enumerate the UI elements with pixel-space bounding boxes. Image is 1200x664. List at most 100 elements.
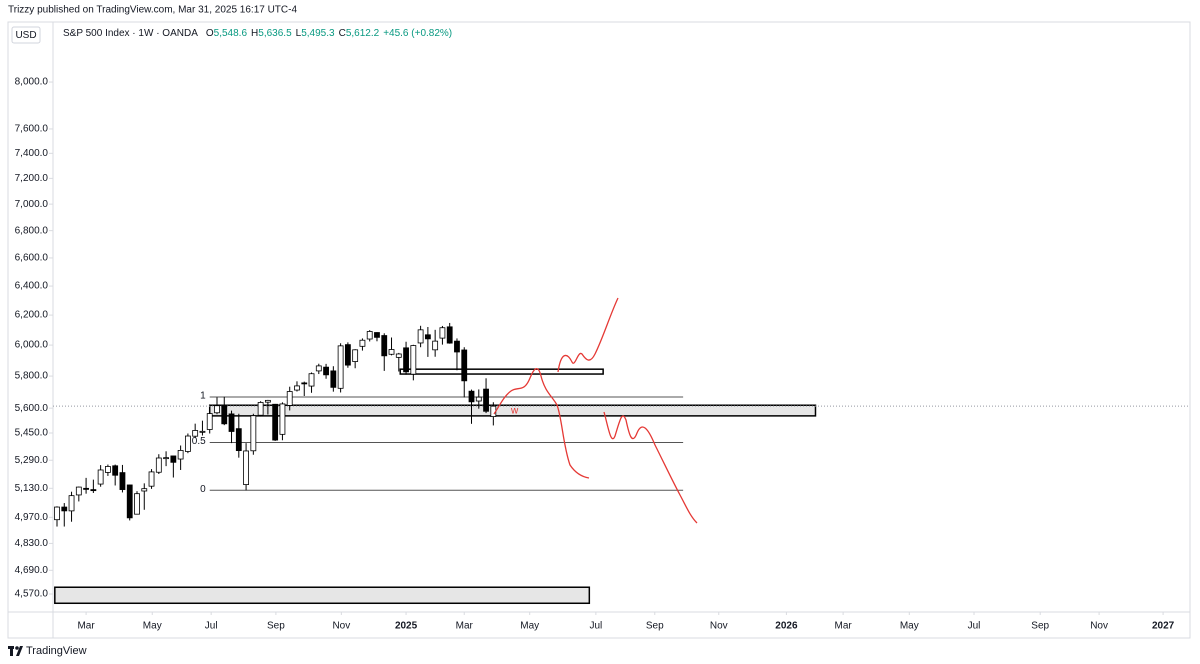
zone	[208, 404, 817, 417]
logo-part	[16, 646, 23, 656]
legend-value: 5,612.2	[346, 28, 380, 39]
candle-body	[75, 486, 82, 496]
x-tick-label: Nov	[332, 621, 350, 632]
y-tick-label: 6,800.0	[15, 225, 49, 236]
candle-body	[90, 489, 97, 492]
y-tick-label: 7,200.0	[15, 173, 49, 184]
y-tick-label: 4,830.0	[15, 538, 49, 549]
candle-body	[177, 450, 184, 460]
y-tick-label: 4,570.0	[15, 589, 49, 600]
candle-body	[119, 472, 126, 490]
candle-body	[366, 331, 373, 340]
fib-label: 0	[200, 484, 206, 495]
zone	[54, 586, 591, 605]
candle-body	[148, 471, 155, 487]
legend-value: 5,636.5	[258, 28, 292, 39]
candle-body	[272, 403, 279, 441]
x-tick-label: Mar	[456, 621, 474, 632]
candle-body	[388, 349, 395, 355]
y-tick-label: 4,970.0	[15, 512, 49, 523]
candle-body	[134, 493, 140, 515]
candle-body	[192, 430, 199, 437]
candle-body	[323, 366, 329, 376]
y-tick-label: 6,400.0	[15, 281, 49, 292]
candle-body	[454, 340, 460, 353]
candle-body	[61, 506, 68, 512]
y-tick-label: 5,800.0	[15, 371, 49, 382]
candle-body	[97, 469, 104, 485]
logo-part	[15, 646, 19, 650]
annotation: w	[510, 406, 519, 417]
x-tick-label: Jul	[205, 621, 218, 632]
chart-frame	[7, 21, 1191, 639]
candle-body	[446, 326, 453, 344]
x-tick-label: 2027	[1152, 621, 1175, 632]
fib-label: 1	[200, 391, 206, 402]
candle-body	[141, 488, 148, 492]
currency-box	[11, 26, 41, 44]
x-tick-label: Sep	[1031, 621, 1049, 632]
projection-path	[557, 297, 619, 373]
candle-body	[308, 373, 315, 387]
candle-body	[410, 345, 417, 375]
candle-body	[352, 349, 359, 362]
candle-body	[68, 495, 75, 512]
candle-body	[424, 334, 431, 340]
candle-body	[257, 402, 264, 416]
legend-value: 5,495.3	[301, 28, 335, 39]
currency: USD	[15, 30, 36, 41]
candle-body	[264, 399, 271, 403]
header: Trizzy published on TradingView.com, Mar…	[8, 5, 297, 16]
x-tick-label: 2025	[395, 621, 418, 632]
x-tick-label: Mar	[77, 621, 95, 632]
candle-body	[250, 415, 257, 452]
legend-value: 5,548.6	[214, 28, 248, 39]
candle-body	[374, 332, 380, 338]
candle-body	[344, 344, 351, 366]
x-tick-label: Nov	[710, 621, 728, 632]
candle-body	[475, 396, 482, 402]
candle-body	[381, 335, 388, 357]
candle-body	[83, 487, 89, 490]
x-tick-label: Sep	[646, 621, 664, 632]
candle-body	[286, 391, 293, 406]
y-tick-label: 7,400.0	[15, 148, 49, 159]
x-tick-label: May	[900, 621, 919, 632]
freehand-drawings	[493, 297, 698, 524]
projection-path	[493, 368, 590, 479]
logo-part	[10, 646, 13, 656]
x-tick-label: Nov	[1090, 621, 1108, 632]
projection-path	[603, 411, 698, 524]
candle-body	[243, 450, 249, 485]
y-tick-label: 5,600.0	[15, 403, 49, 414]
candle-body	[403, 347, 409, 373]
y-tick-label: 7,000.0	[15, 199, 49, 210]
x-tick-label: Jul	[589, 621, 602, 632]
candle-body	[417, 329, 424, 344]
candle-body	[432, 340, 439, 351]
candle-body	[337, 345, 344, 389]
y-tick-label: 6,000.0	[15, 340, 49, 351]
y-tick-label: 5,130.0	[15, 483, 49, 494]
legend-key: C	[339, 28, 346, 39]
candle-body	[126, 484, 133, 519]
y-tick-label: 5,290.0	[15, 455, 49, 466]
candle-body	[301, 382, 308, 385]
y-tick-label: 7,600.0	[15, 124, 49, 135]
x-tick-label: Mar	[835, 621, 853, 632]
candle-body	[155, 457, 162, 473]
y-tick-label: 4,690.0	[15, 565, 49, 576]
candle-body	[395, 353, 402, 358]
candle-body	[112, 465, 119, 476]
legend-key: O	[206, 28, 214, 39]
candle-body	[483, 388, 489, 412]
y-tick-label: 5,450.0	[15, 428, 49, 439]
x-tick-label: Sep	[267, 621, 285, 632]
candle-body	[439, 327, 446, 339]
x-tick-label: May	[143, 621, 162, 632]
x-tick-label: 2026	[775, 621, 798, 632]
candle-body	[279, 403, 286, 435]
candle-body	[294, 385, 300, 391]
candle-body	[163, 457, 169, 460]
y-tick-label: 8,000.0	[15, 77, 49, 88]
